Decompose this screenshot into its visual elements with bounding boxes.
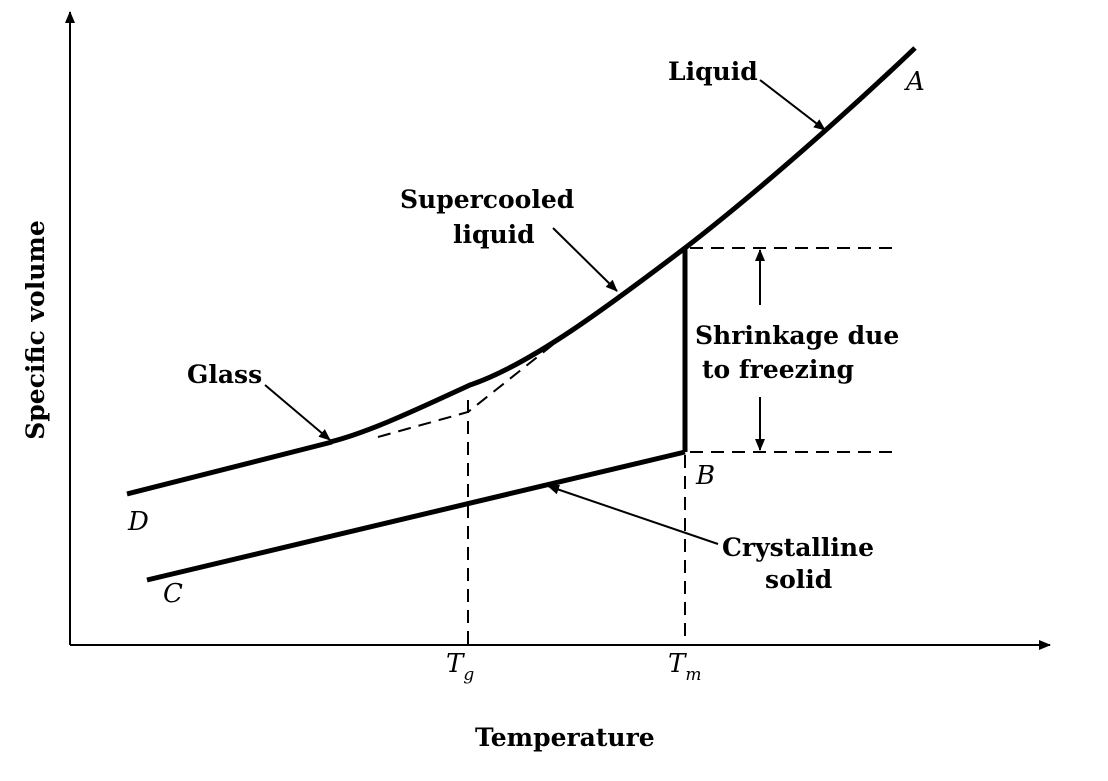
tg-tick-label: Tg (446, 649, 474, 685)
glass-pointer-arrow (264, 384, 331, 441)
crystalline-label-line1: Crystalline (722, 533, 874, 562)
supercooled-pointer-arrow (552, 227, 618, 292)
point-c-label: C (163, 579, 183, 609)
supercooled-label-line1: Supercooled (400, 185, 574, 214)
shrinkage-label-line1: Shrinkage due (695, 321, 899, 350)
shrinkage-label-line2: to freezing (702, 355, 854, 384)
glass-label: Glass (187, 360, 262, 389)
liquid-curve (329, 46, 917, 445)
tm-tick-label: Tm (668, 649, 701, 685)
liquid-pointer-arrow (759, 79, 826, 131)
point-d-label: D (127, 507, 149, 537)
liquid-label: Liquid (668, 57, 758, 86)
crystalline-label-line2: solid (765, 565, 832, 594)
point-b-label: B (695, 461, 715, 491)
y-axis-label: Specific volume (21, 220, 50, 440)
crystalline-line (146, 449, 686, 583)
crystalline-pointer-arrow (547, 484, 719, 545)
supercooled-label-line2: liquid (453, 220, 535, 249)
point-a-label: A (904, 67, 925, 97)
glass-line (126, 439, 333, 497)
x-axis-label: Temperature (475, 723, 655, 752)
extrapolation-dashed-lines (377, 342, 556, 438)
